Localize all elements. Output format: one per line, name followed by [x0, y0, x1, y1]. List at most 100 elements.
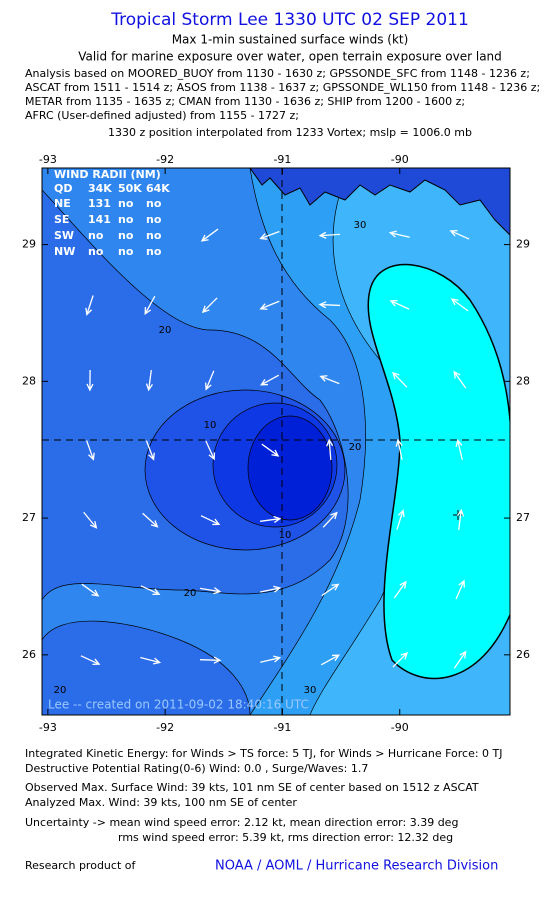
wind-arrow [259, 374, 280, 386]
wind-arrow [388, 230, 410, 238]
footer-line: Analyzed Max. Wind: 39 kts, 100 nm SE of… [25, 796, 297, 809]
wind-arrow [140, 585, 161, 596]
wind-arrow [395, 438, 403, 460]
wind-arrow [318, 231, 341, 239]
footer-line: Observed Max. Surface Wind: 39 kts, 101 … [25, 781, 479, 794]
contour-label: 20 [159, 325, 172, 336]
title: Tropical Storm Lee 1330 UTC 02 SEP 2011 [110, 10, 469, 30]
x-tick-label: -93 [39, 721, 57, 734]
org-link: NOAA / AOML / Hurricane Research Divisio… [215, 859, 498, 874]
radii-cell: SE [54, 213, 69, 226]
wind-arrow [200, 587, 222, 595]
wind-arrow [261, 443, 280, 457]
wind-arrow [320, 654, 341, 666]
radii-cell: no [118, 245, 134, 258]
band-35 [367, 263, 510, 680]
wind-arrow [392, 371, 408, 388]
wind-arrow [396, 509, 405, 530]
wind-arrow [457, 508, 465, 530]
wind-arrow [205, 370, 215, 391]
wind-arrow [144, 295, 156, 316]
wind-arrow [450, 298, 469, 312]
y-tick-label: 29 [516, 238, 530, 251]
contour-label: 20 [184, 588, 197, 599]
wind-arrow [319, 375, 340, 385]
radii-cell: no [146, 197, 162, 210]
radii-cell: 131 [88, 197, 111, 210]
wind-arrow [453, 650, 467, 669]
wind-arrow [205, 440, 216, 461]
wind-arrow [86, 369, 94, 392]
radii-title: WIND RADII (NM) [54, 168, 161, 181]
footer-line: rms wind speed error: 5.39 kt, rms direc… [118, 831, 453, 844]
radii-cell: no [146, 245, 162, 258]
wind-arrow [140, 656, 162, 665]
validity: Valid for marine exposure over water, op… [78, 50, 502, 64]
subtitle: Max 1-min sustained surface winds (kt) [172, 33, 409, 47]
radii-column: 64K [146, 182, 170, 195]
radii-cell: no [88, 245, 104, 258]
y-tick-label: 27 [516, 511, 530, 524]
coastline [249, 168, 510, 236]
x-tick-label: -90 [391, 153, 409, 166]
wind-arrow [322, 511, 338, 528]
radii-cell: SW [54, 229, 74, 242]
radii-cell: no [118, 229, 134, 242]
wind-arrow [321, 583, 340, 597]
wind-arrow [449, 229, 470, 240]
contour-label: 30 [354, 220, 367, 231]
x-tick-label: -93 [39, 153, 57, 166]
wind-arrow [85, 295, 94, 316]
y-tick-label: 29 [22, 238, 36, 251]
wind-arrow [200, 515, 221, 526]
wind-arrow [260, 515, 282, 523]
wind-arrow [145, 440, 155, 461]
wind-arrow [200, 228, 219, 242]
y-tick-label: 26 [516, 648, 530, 661]
x-tick-label: -92 [156, 721, 174, 734]
contour-label: 20 [349, 442, 362, 453]
wind-arrow [393, 580, 407, 599]
radii-cell: 141 [88, 213, 111, 226]
analysis-line: METAR from 1135 - 1635 z; CMAN from 1130… [25, 95, 465, 108]
wind-arrow [260, 655, 282, 663]
contour-label: 20 [54, 685, 67, 696]
map: 30 20 10 20 10 20 20 30 Lee -- created on 2011-0… [42, 168, 510, 715]
radii-column: 50K [118, 182, 142, 195]
footer-line: Uncertainty -> mean wind speed error: 2.… [25, 816, 458, 829]
wind-arrow [260, 585, 282, 593]
wind-arrow [259, 230, 280, 240]
footer-line: Integrated Kinetic Energy: for Winds > T… [25, 747, 503, 760]
radii-cell: no [146, 229, 162, 242]
y-tick-label: 26 [22, 648, 36, 661]
contour-label: 10 [279, 530, 292, 541]
position-note: 1330 z position interpolated from 1233 V… [108, 126, 472, 139]
radii-column: 34K [88, 182, 112, 195]
wind-arrow [80, 655, 101, 666]
x-tick-label: -91 [273, 721, 291, 734]
wind-arrow [389, 299, 410, 310]
wind-arrow [259, 300, 280, 310]
radii-cell: NW [54, 245, 75, 258]
wind-arrow [455, 438, 463, 460]
wind-arrow [145, 370, 153, 392]
wind-arrow [81, 583, 100, 597]
radii-cell: no [118, 197, 134, 210]
analysis-line: AFRC (User-defined adjusted) from 1155 -… [25, 109, 299, 122]
contour-label: 30 [304, 685, 317, 696]
band-0 [247, 415, 333, 521]
analysis-line: ASCAT from 1511 - 1514 z; ASOS from 1138… [25, 81, 540, 94]
radii-cell: no [146, 213, 162, 226]
footer-line: Destructive Potential Rating(0-6) Wind: … [25, 762, 368, 775]
wind-arrow [455, 579, 465, 600]
wind-arrow [199, 656, 222, 664]
wind-arrow [318, 301, 341, 309]
x-tick-label: -91 [273, 153, 291, 166]
y-tick-label: 28 [22, 374, 36, 387]
wind-arrow [392, 651, 409, 668]
research-label: Research product of [25, 859, 136, 872]
radii-cell: NE [54, 197, 71, 210]
wind-arrow [142, 512, 159, 528]
